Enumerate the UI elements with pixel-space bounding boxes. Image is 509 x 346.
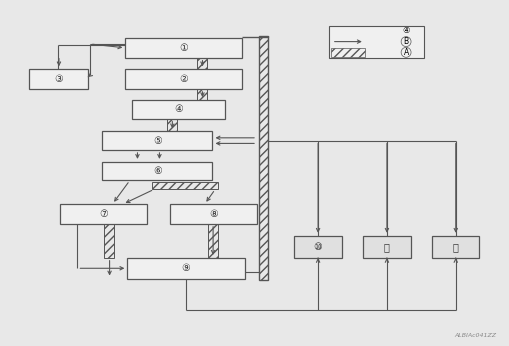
- Text: ALBIAc041ZZ: ALBIAc041ZZ: [455, 334, 496, 338]
- Bar: [363, 236, 411, 258]
- Bar: [329, 26, 424, 58]
- Text: ⑨: ⑨: [182, 263, 190, 273]
- Text: ⑩: ⑩: [314, 242, 323, 252]
- Text: ①: ①: [179, 43, 188, 53]
- Text: ⑤: ⑤: [153, 136, 161, 146]
- Bar: [432, 236, 479, 258]
- Bar: [102, 131, 212, 150]
- Text: ③: ③: [54, 74, 63, 84]
- Text: ⑦: ⑦: [99, 209, 108, 219]
- Bar: [167, 119, 177, 131]
- Bar: [104, 224, 114, 258]
- Text: ②: ②: [179, 74, 188, 84]
- Text: ④: ④: [402, 26, 410, 35]
- Text: ⑥: ⑥: [153, 166, 161, 176]
- Bar: [294, 236, 342, 258]
- Bar: [260, 36, 268, 281]
- Bar: [197, 89, 208, 100]
- Bar: [152, 182, 218, 189]
- Bar: [29, 69, 88, 89]
- Bar: [125, 38, 242, 58]
- Bar: [169, 204, 257, 224]
- Bar: [331, 48, 365, 57]
- Text: ④: ④: [174, 104, 183, 115]
- Text: B: B: [404, 37, 409, 46]
- Text: ⑧: ⑧: [209, 209, 218, 219]
- Bar: [127, 258, 244, 279]
- Bar: [132, 100, 224, 119]
- Bar: [102, 162, 212, 181]
- Text: ⑫: ⑫: [453, 242, 459, 252]
- Text: A: A: [404, 48, 409, 57]
- Text: ⑪: ⑪: [384, 242, 390, 252]
- Bar: [208, 224, 218, 258]
- Bar: [60, 204, 147, 224]
- Bar: [197, 58, 208, 69]
- Bar: [125, 69, 242, 89]
